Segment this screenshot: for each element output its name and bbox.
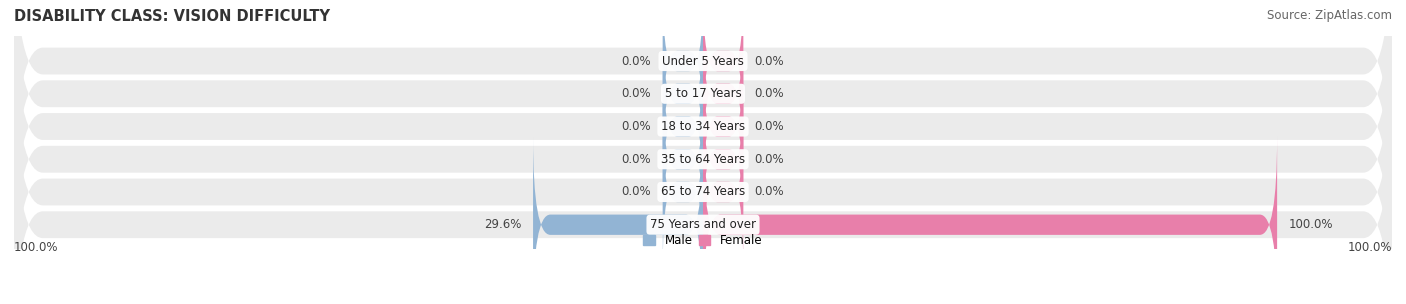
- FancyBboxPatch shape: [703, 88, 744, 231]
- FancyBboxPatch shape: [662, 88, 703, 231]
- Text: 0.0%: 0.0%: [755, 185, 785, 199]
- FancyBboxPatch shape: [14, 42, 1392, 304]
- Text: 0.0%: 0.0%: [755, 54, 785, 67]
- FancyBboxPatch shape: [703, 137, 1277, 304]
- FancyBboxPatch shape: [703, 120, 744, 264]
- FancyBboxPatch shape: [703, 0, 744, 133]
- Text: 0.0%: 0.0%: [621, 185, 651, 199]
- Text: 0.0%: 0.0%: [621, 120, 651, 133]
- Text: Source: ZipAtlas.com: Source: ZipAtlas.com: [1267, 9, 1392, 22]
- Text: 0.0%: 0.0%: [755, 153, 785, 166]
- FancyBboxPatch shape: [14, 74, 1392, 304]
- Text: 100.0%: 100.0%: [1289, 218, 1333, 231]
- FancyBboxPatch shape: [662, 0, 703, 133]
- Text: 0.0%: 0.0%: [755, 87, 785, 100]
- FancyBboxPatch shape: [703, 55, 744, 198]
- Text: 18 to 34 Years: 18 to 34 Years: [661, 120, 745, 133]
- Text: 35 to 64 Years: 35 to 64 Years: [661, 153, 745, 166]
- FancyBboxPatch shape: [533, 137, 703, 304]
- FancyBboxPatch shape: [14, 0, 1392, 244]
- Text: 0.0%: 0.0%: [621, 87, 651, 100]
- Legend: Male, Female: Male, Female: [638, 230, 768, 252]
- Text: 65 to 74 Years: 65 to 74 Years: [661, 185, 745, 199]
- Text: Under 5 Years: Under 5 Years: [662, 54, 744, 67]
- FancyBboxPatch shape: [14, 9, 1392, 304]
- Text: 5 to 17 Years: 5 to 17 Years: [665, 87, 741, 100]
- Text: DISABILITY CLASS: VISION DIFFICULTY: DISABILITY CLASS: VISION DIFFICULTY: [14, 9, 330, 24]
- FancyBboxPatch shape: [703, 22, 744, 165]
- Text: 75 Years and over: 75 Years and over: [650, 218, 756, 231]
- FancyBboxPatch shape: [14, 0, 1392, 211]
- Text: 0.0%: 0.0%: [621, 153, 651, 166]
- FancyBboxPatch shape: [662, 55, 703, 198]
- Text: 0.0%: 0.0%: [621, 54, 651, 67]
- FancyBboxPatch shape: [14, 0, 1392, 277]
- Text: 100.0%: 100.0%: [1347, 241, 1392, 254]
- Text: 100.0%: 100.0%: [14, 241, 59, 254]
- Text: 0.0%: 0.0%: [755, 120, 785, 133]
- Text: 29.6%: 29.6%: [484, 218, 522, 231]
- FancyBboxPatch shape: [662, 120, 703, 264]
- FancyBboxPatch shape: [662, 22, 703, 165]
